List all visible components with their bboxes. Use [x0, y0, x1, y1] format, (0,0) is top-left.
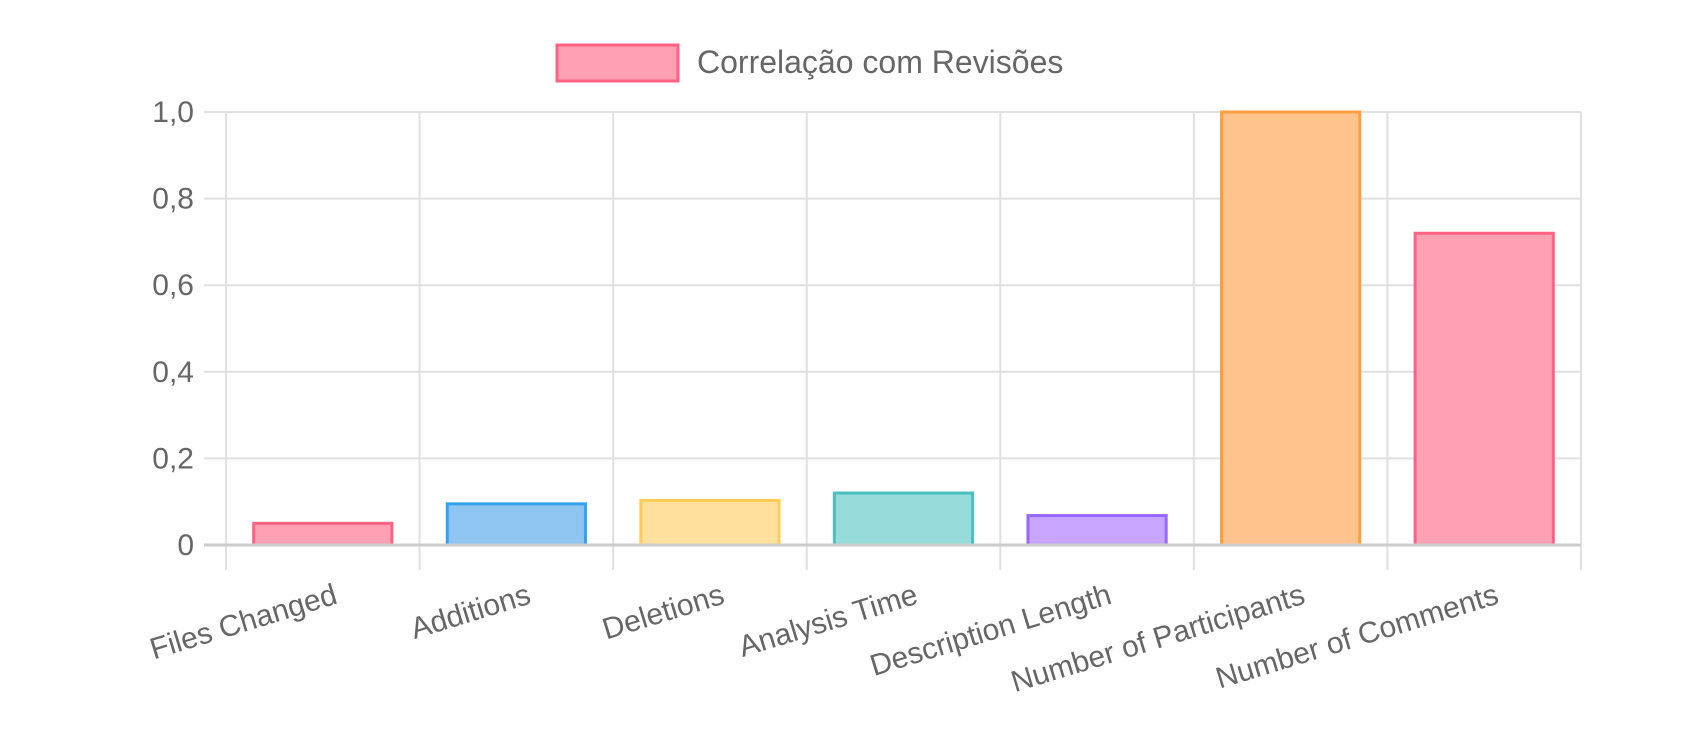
bars	[252, 110, 1555, 547]
y-tick-label: 0	[177, 529, 194, 562]
y-tick-label: 0,4	[152, 356, 194, 389]
legend[interactable]: Correlação com Revisões	[555, 43, 1063, 83]
bar[interactable]	[832, 491, 975, 547]
x-tick-label: Files Changed	[146, 578, 341, 666]
bar[interactable]	[639, 498, 781, 547]
bar[interactable]	[445, 502, 587, 547]
y-tick-label: 1,0	[152, 96, 194, 129]
axes: 0 0,2 0,4 0,6 0,8 1,0 Files Changed Additions De…	[146, 96, 1581, 699]
bar[interactable]	[1413, 231, 1555, 547]
y-tick-label: 0,6	[152, 269, 194, 302]
y-tick-label: 0,8	[152, 183, 194, 216]
legend-label[interactable]: Correlação com Revisões	[697, 44, 1063, 80]
grid	[204, 111, 1582, 570]
bar[interactable]	[252, 521, 394, 547]
x-tick-label: Additions	[407, 578, 535, 646]
bar[interactable]	[1026, 514, 1168, 547]
legend-swatch[interactable]	[555, 43, 680, 83]
x-tick-label: Deletions	[599, 578, 728, 646]
bar[interactable]	[1220, 110, 1362, 547]
y-tick-label: 0,2	[152, 442, 194, 475]
